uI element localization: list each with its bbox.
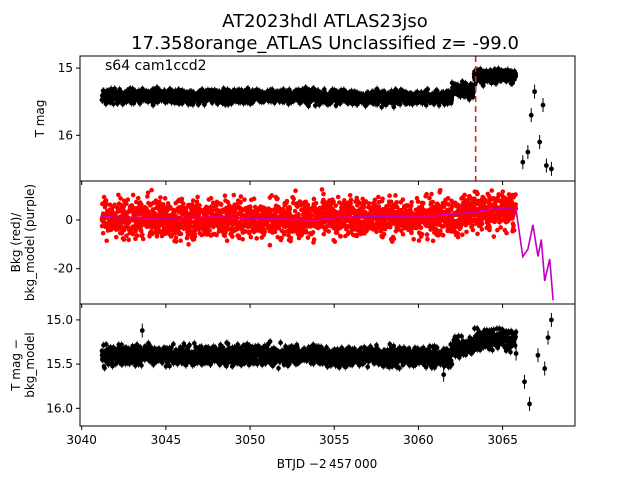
top-data-point — [513, 74, 519, 79]
top-data-point — [510, 80, 515, 86]
middle-data-point — [134, 233, 140, 238]
top-data-point — [470, 94, 476, 100]
top-y-tick-label: 16 — [58, 128, 73, 142]
top-data-point — [423, 102, 429, 108]
top-sparse-point — [549, 166, 554, 172]
middle-data-point — [103, 198, 109, 203]
middle-data-point — [145, 190, 151, 196]
top-data-point — [449, 95, 455, 100]
middle-data-point — [121, 237, 127, 242]
middle-data-point — [125, 197, 131, 202]
top-y-axis-label: T mag — [33, 100, 47, 139]
top-data-point — [108, 86, 114, 92]
middle-data-point — [101, 194, 107, 200]
middle-data-point — [150, 231, 155, 237]
panel-top: 15 16 T mag — [33, 55, 576, 185]
top-data-point — [434, 88, 440, 94]
middle-data-point — [140, 232, 145, 237]
middle-data-point — [124, 233, 129, 239]
middle-data-point — [108, 227, 114, 233]
top-sparse-point — [537, 139, 543, 145]
middle-data-point — [124, 201, 129, 207]
chart-title-line-2: 17.358orange_ATLAS Unclassified z= -99.0 — [131, 33, 519, 54]
middle-data-point — [104, 238, 110, 244]
top-sparse-point — [520, 159, 526, 165]
middle-data-point — [116, 192, 121, 198]
top-sparse-point — [540, 102, 546, 108]
top-sparse-point — [528, 112, 534, 118]
middle-plot-area — [99, 187, 554, 301]
top-sparse-point — [532, 89, 537, 95]
middle-data-point — [140, 236, 146, 242]
middle-data-point — [114, 205, 120, 210]
middle-data-point — [113, 234, 119, 240]
middle-data-point — [100, 230, 106, 236]
middle-data-point — [133, 199, 139, 205]
middle-data-point — [130, 192, 136, 198]
middle-data-point — [138, 228, 144, 234]
top-y-axis-label-line: T mag — [33, 100, 47, 139]
top-data-point — [322, 87, 327, 92]
top-plot-area — [99, 65, 554, 176]
middle-data-point — [145, 194, 150, 199]
middle-data-point — [135, 195, 141, 201]
top-y-tick-label: 15 — [58, 61, 73, 75]
middle-data-point — [104, 202, 109, 207]
middle-data-point — [126, 237, 132, 243]
top-data-point — [150, 102, 156, 108]
top-data-point — [229, 101, 234, 106]
top-data-point — [425, 86, 430, 92]
top-data-point — [338, 100, 343, 106]
top-data-point — [117, 87, 122, 92]
top-data-point — [155, 85, 160, 91]
middle-data-point — [149, 187, 154, 193]
middle-data-point — [118, 196, 123, 201]
middle-data-point — [121, 204, 126, 210]
chart-title-line-1: AT2023hdl ATLAS23jso — [222, 11, 428, 32]
top-data-point — [493, 81, 499, 86]
top-data-point — [202, 102, 207, 107]
top-sparse-point — [525, 149, 531, 155]
top-data-point — [111, 101, 116, 107]
top-sparse-point — [543, 163, 549, 168]
